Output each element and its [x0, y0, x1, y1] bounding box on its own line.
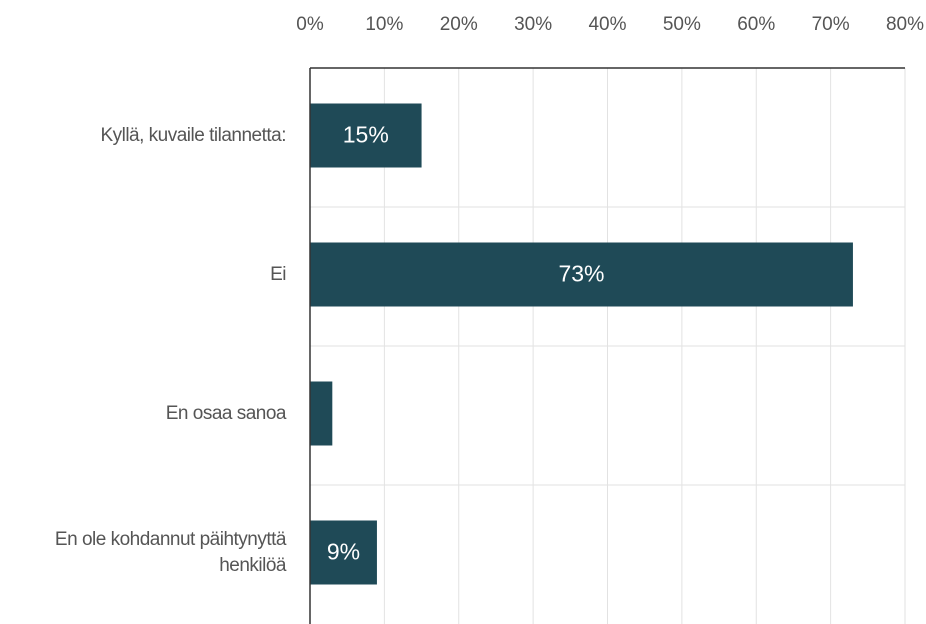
y-tick-label: En osaa sanoa: [165, 402, 287, 424]
x-tick-label: 20%: [440, 14, 478, 35]
x-tick-label: 0%: [296, 14, 324, 35]
x-tick-label: 80%: [886, 14, 924, 35]
value-label: 73%: [558, 261, 604, 287]
bar: [310, 520, 377, 585]
x-tick-label: 50%: [663, 14, 701, 35]
x-tick-label: 10%: [365, 14, 403, 35]
y-tick-label: Kyllä, kuvaile tilannetta:: [100, 124, 286, 146]
y-tick-label: Ei: [270, 263, 286, 285]
x-tick-label: 30%: [514, 14, 552, 35]
x-tick-label: 40%: [588, 14, 626, 35]
x-tick-label: 60%: [737, 14, 775, 35]
bar: [310, 381, 333, 446]
value-label: 15%: [343, 122, 389, 148]
bar: [310, 103, 422, 168]
bar: [310, 242, 853, 307]
value-label: 9%: [327, 539, 360, 565]
x-tick-label: 70%: [812, 14, 850, 35]
y-tick-label: En ole kohdannut päihtynyttä henkilöä: [54, 528, 287, 576]
